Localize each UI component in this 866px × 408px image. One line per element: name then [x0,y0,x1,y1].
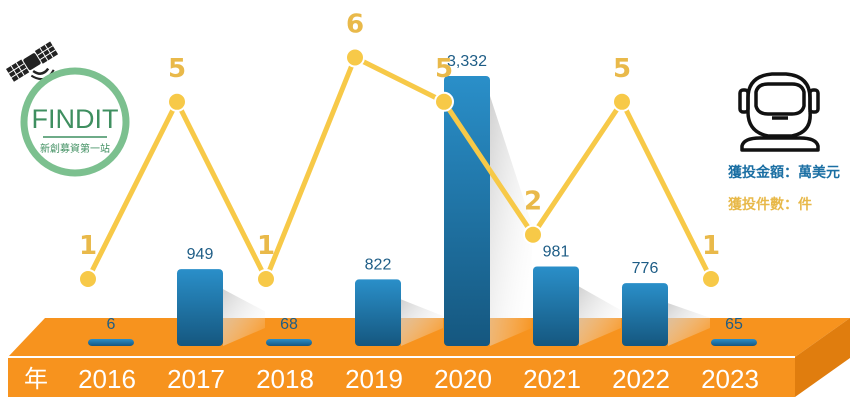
x-tick-label-2016: 2016 [78,364,136,394]
x-tick-label-2021: 2021 [523,364,581,394]
bar-value-label-2020: 3,332 [447,53,487,70]
platform-right-side [795,318,850,397]
count-label-2022: 5 [613,54,631,84]
x-tick-label-2022: 2022 [612,364,670,394]
x-tick-label-2020: 2020 [434,364,492,394]
platform-front [8,357,795,397]
count-label-2017: 5 [168,54,186,84]
bar-value-label-2023: 65 [725,316,743,333]
count-label-2020: 5 [435,54,453,84]
count-line [85,55,714,282]
count-point-2020 [434,91,454,112]
bar-value-label-2021: 981 [543,244,570,261]
bar-shadow [401,299,443,346]
x-tick-label-2017: 2017 [167,364,225,394]
bar-2016 [88,339,134,346]
bar-2021 [533,266,579,346]
x-tick-label-2019: 2019 [345,364,403,394]
bar-value-label-2017: 949 [187,246,214,263]
count-point-2016 [78,269,98,289]
count-label-2019: 6 [346,10,364,40]
bar-2019 [355,279,401,346]
bar-shadow [490,96,532,346]
bar-value-label-2022: 776 [632,260,659,277]
bar-shadow [223,289,265,346]
x-tick-label-2018: 2018 [256,364,314,394]
x-axis-prefix: 年 [24,365,48,393]
astronaut-helmet-icon [738,72,820,152]
count-point-2022 [612,91,632,112]
logo-title: FINDIT [32,104,119,134]
findit-logo: FINDIT 新創募資第一站 [20,67,130,177]
count-point-2017 [167,91,187,112]
bar-value-label-2019: 822 [365,256,392,273]
bar-shadow [579,286,621,346]
count-point-2019 [345,47,365,68]
bar-2018 [266,339,312,346]
count-label-2016: 1 [79,231,97,261]
satellite-icon [6,41,59,82]
count-label-2021: 2 [524,187,542,217]
bar-2020 [444,76,490,346]
x-tick-label-2023: 2023 [701,364,759,394]
count-point-2018 [256,269,276,289]
bar-shadow [668,303,710,346]
logo-subtitle: 新創募資第一站 [40,142,110,155]
count-label-2023: 1 [702,231,720,261]
count-label-2018: 1 [257,231,275,261]
bar-value-label-2018: 68 [280,316,298,333]
bar-2022 [622,283,668,346]
bar-2017 [177,269,223,346]
bar-2023 [711,339,757,346]
count-point-2023 [701,269,721,289]
legend: 獲投金額：萬美元 獲投件數：件 [728,164,840,213]
legend-amount: 獲投金額：萬美元 [728,164,840,181]
legend-count: 獲投件數：件 [728,196,812,213]
count-point-2021 [523,224,543,245]
bar-value-label-2016: 6 [107,316,116,333]
